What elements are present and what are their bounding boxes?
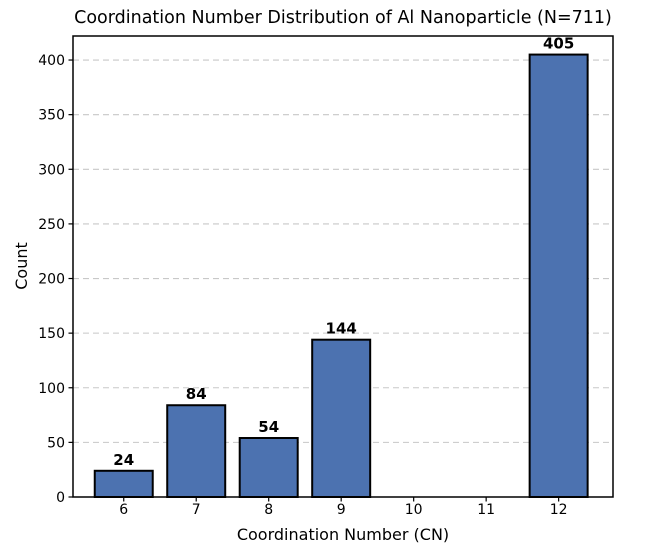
bar-cn-8 <box>238 437 299 499</box>
x-tick-label-6: 6 <box>119 502 128 518</box>
y-tick-label-150: 150 <box>38 326 65 342</box>
chart-title: Coordination Number Distribution of Al N… <box>74 8 612 28</box>
x-tick-label-10: 10 <box>405 502 423 518</box>
bar-cn-12 <box>528 53 589 499</box>
y-tick-label-350: 350 <box>38 108 65 124</box>
bar-value-label-8: 54 <box>258 418 279 436</box>
y-tick-label-100: 100 <box>38 381 65 397</box>
bar-value-label-12: 405 <box>543 35 574 53</box>
bar-value-label-7: 84 <box>186 385 207 403</box>
bar-cn-9 <box>311 338 372 499</box>
y-tick-label-400: 400 <box>38 53 65 69</box>
gridlines <box>73 59 613 443</box>
x-axis-label: Coordination Number (CN) <box>237 525 449 544</box>
y-tick-label-250: 250 <box>38 217 65 233</box>
y-axis-label: Count <box>12 242 31 290</box>
tick-labels: 0 50 100 150 200 250 300 350 400 6 24 7 84 8 54 9 144 10 1… <box>38 35 574 518</box>
bar-value-label-9: 144 <box>326 320 357 338</box>
x-tick-label-7: 7 <box>192 502 201 518</box>
x-tick-label-12: 12 <box>550 502 568 518</box>
bar-value-label-6: 24 <box>113 451 134 469</box>
y-tick-label-0: 0 <box>56 490 65 506</box>
x-tick-label-8: 8 <box>264 502 273 518</box>
bars <box>93 53 589 499</box>
x-tick-label-11: 11 <box>477 502 495 518</box>
y-tick-label-50: 50 <box>47 435 65 451</box>
bar-cn-7 <box>166 404 227 498</box>
axes <box>68 35 614 502</box>
bar-cn-6 <box>93 469 154 498</box>
x-tick-label-9: 9 <box>337 502 346 518</box>
y-tick-label-200: 200 <box>38 272 65 288</box>
y-tick-label-300: 300 <box>38 162 65 178</box>
plot-border <box>72 35 614 498</box>
